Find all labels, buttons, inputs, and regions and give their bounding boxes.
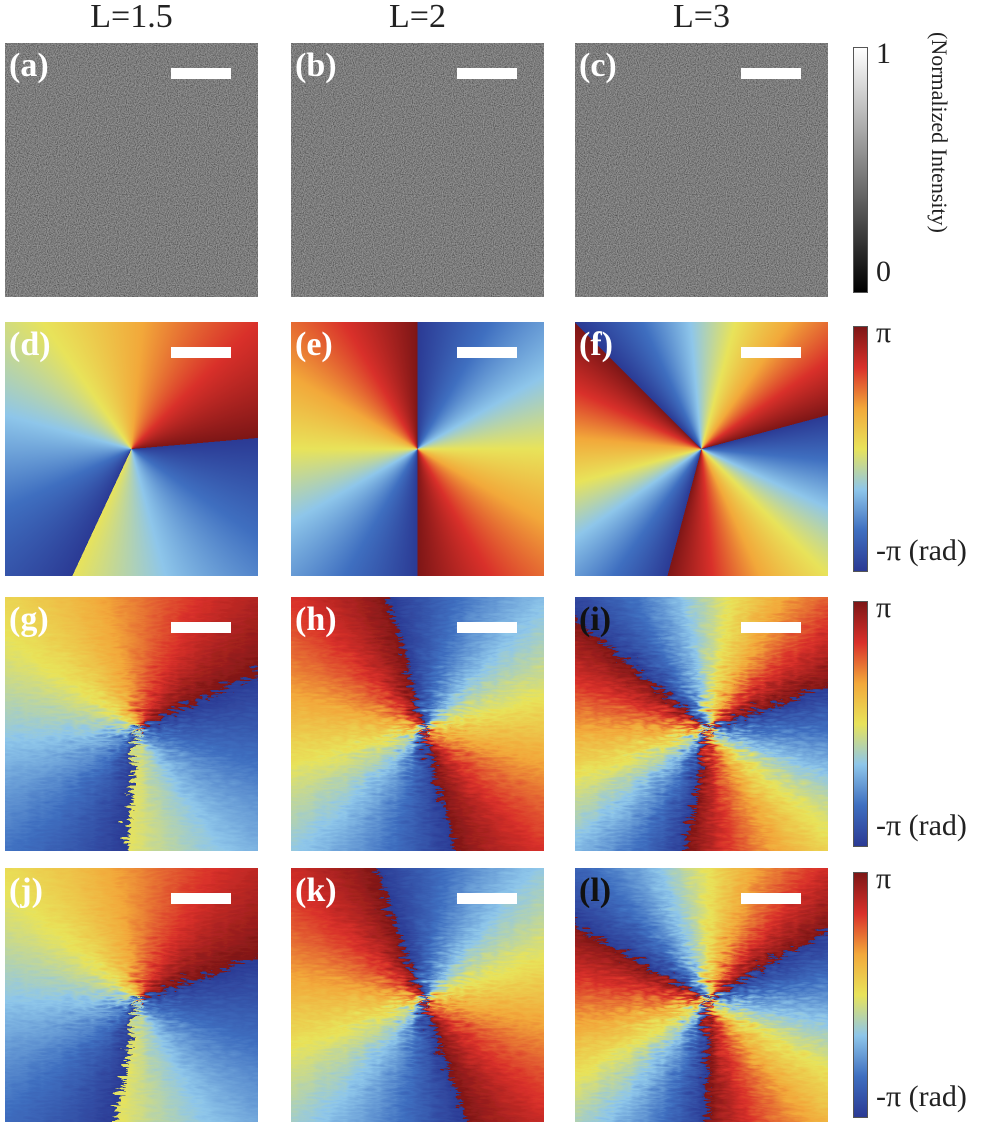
image bbox=[575, 43, 828, 297]
scale-bar bbox=[741, 68, 801, 79]
colorbar-max: 1 bbox=[876, 37, 891, 70]
image-panel: (b) bbox=[291, 43, 544, 297]
image-panel: (k) bbox=[291, 868, 544, 1122]
image bbox=[5, 597, 258, 851]
colorbar bbox=[853, 601, 868, 847]
colorbar-max: π bbox=[876, 862, 892, 895]
image-panel: (e) bbox=[291, 322, 544, 576]
scale-bar bbox=[741, 622, 801, 633]
colorbar bbox=[853, 47, 868, 293]
image-panel: (a) bbox=[5, 43, 258, 297]
image bbox=[575, 597, 828, 851]
panel-label: (j) bbox=[9, 872, 43, 909]
scale-bar bbox=[171, 347, 231, 358]
scale-bar bbox=[457, 622, 517, 633]
scale-bar bbox=[741, 347, 801, 358]
colorbar-title: (Normalized Intensity) bbox=[927, 32, 952, 233]
scale-bar bbox=[457, 68, 517, 79]
panel-label: (h) bbox=[295, 601, 337, 638]
panel-label: (b) bbox=[295, 47, 337, 84]
scale-bar bbox=[741, 893, 801, 904]
panel-label: (l) bbox=[579, 872, 612, 909]
panel-label: (e) bbox=[295, 326, 333, 363]
image bbox=[5, 43, 258, 297]
image-panel: (j) bbox=[5, 868, 258, 1122]
colorbar-min: -π (rad) bbox=[876, 534, 967, 567]
image bbox=[575, 868, 828, 1122]
image bbox=[291, 322, 544, 576]
colorbar-min: -π (rad) bbox=[876, 809, 967, 842]
colorbar-min: -π (rad) bbox=[876, 1080, 967, 1113]
panel-label: (c) bbox=[579, 47, 617, 84]
colorbar-max: π bbox=[876, 591, 892, 624]
panel-label: (d) bbox=[9, 326, 51, 363]
colorbar-min: 0 bbox=[876, 255, 891, 288]
column-header: L=2 bbox=[389, 0, 446, 35]
scale-bar bbox=[457, 347, 517, 358]
image-panel: (l) bbox=[575, 868, 828, 1122]
panel-label: (i) bbox=[579, 601, 612, 638]
scale-bar bbox=[171, 622, 231, 633]
scale-bar bbox=[457, 893, 517, 904]
colorbar-max: π bbox=[876, 316, 892, 349]
image-panel: (g) bbox=[5, 597, 258, 851]
colorbar bbox=[853, 326, 868, 572]
image-panel: (f) bbox=[575, 322, 828, 576]
image bbox=[575, 322, 828, 576]
image-panel: (d) bbox=[5, 322, 258, 576]
column-header: L=3 bbox=[673, 0, 730, 35]
image bbox=[291, 868, 544, 1122]
image bbox=[5, 868, 258, 1122]
panel-label: (g) bbox=[9, 601, 49, 638]
image-panel: (h) bbox=[291, 597, 544, 851]
column-header: L=1.5 bbox=[90, 0, 173, 35]
panel-label: (f) bbox=[579, 326, 613, 363]
image bbox=[291, 597, 544, 851]
image-panel: (i) bbox=[575, 597, 828, 851]
panel-label: (k) bbox=[295, 872, 337, 909]
panel-label: (a) bbox=[9, 47, 49, 84]
image bbox=[5, 322, 258, 576]
scale-bar bbox=[171, 893, 231, 904]
image bbox=[291, 43, 544, 297]
scale-bar bbox=[171, 68, 231, 79]
image-panel: (c) bbox=[575, 43, 828, 297]
colorbar bbox=[853, 872, 868, 1118]
